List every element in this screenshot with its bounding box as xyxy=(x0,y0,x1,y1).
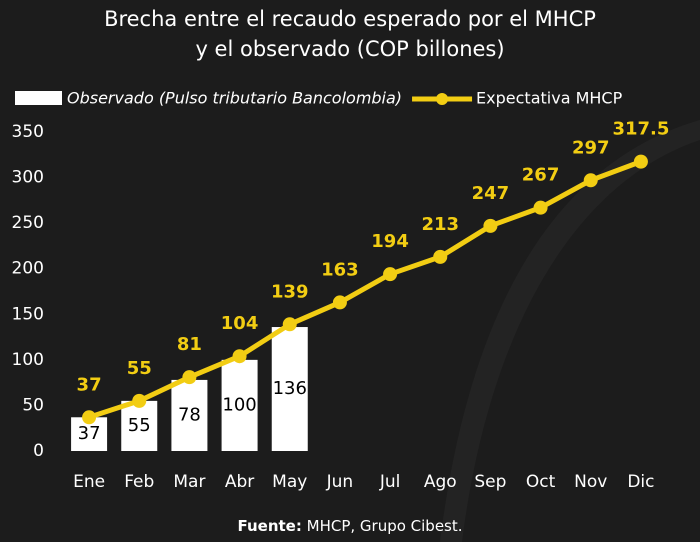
bar-value-label: 136 xyxy=(273,378,307,399)
line-marker xyxy=(332,295,347,310)
source-label: Fuente: xyxy=(237,517,301,535)
x-tick-label: Ene xyxy=(73,472,105,492)
line-value-label: 37 xyxy=(77,374,102,395)
x-tick-label: Ago xyxy=(424,472,457,492)
line-marker xyxy=(533,200,548,215)
line-marker xyxy=(232,349,247,364)
x-tick-label: Sep xyxy=(474,472,506,492)
line-marker xyxy=(132,393,147,408)
chart-title: y el observado (COP billones) xyxy=(195,37,504,61)
line-value-label: 55 xyxy=(127,358,152,379)
legend-swatch xyxy=(15,91,62,105)
legend-label: Observado (Pulso tributario Bancolombia) xyxy=(67,89,402,108)
line xyxy=(88,159,642,420)
line-value-label: 81 xyxy=(177,334,202,355)
line-marker xyxy=(583,173,598,188)
x-tick-label: Jul xyxy=(379,472,401,492)
y-tick-label: 200 xyxy=(12,259,44,279)
decor xyxy=(440,120,700,542)
x-tick-label: Mar xyxy=(173,472,205,492)
y-tick-label: 300 xyxy=(12,168,44,188)
line-value-label: 297 xyxy=(572,137,610,158)
x-tick-label: Jun xyxy=(326,472,354,492)
line-value-label: 139 xyxy=(271,281,309,302)
line-marker xyxy=(633,154,648,169)
y-tick-label: 50 xyxy=(22,395,44,415)
line-marker xyxy=(433,249,448,264)
x-tick-label: Dic xyxy=(627,472,654,492)
legend-marker xyxy=(436,93,449,105)
bar xyxy=(171,379,208,451)
line-value-label: 163 xyxy=(321,259,359,280)
bar-value-label: 37 xyxy=(78,423,101,444)
x-tick-label: Feb xyxy=(124,472,154,492)
line-value-label: 194 xyxy=(371,231,409,252)
line-value-label: 104 xyxy=(221,313,259,334)
x-tick-label: Oct xyxy=(526,472,556,492)
x-tick-label: Nov xyxy=(574,472,607,492)
bar-value-label: 55 xyxy=(128,415,151,436)
bar-value-label: 100 xyxy=(222,394,256,415)
line-value-label: 267 xyxy=(522,165,560,186)
bar xyxy=(121,400,158,451)
line-value-label: 247 xyxy=(472,183,510,204)
x-tick-label: May xyxy=(272,472,307,492)
source-text: MHCP, Grupo Cibest. xyxy=(307,517,463,535)
chart-title: Brecha entre el recaudo esperado por el … xyxy=(104,7,596,31)
y-tick-label: 150 xyxy=(12,304,44,324)
line-value-label: 213 xyxy=(421,214,459,235)
line-marker xyxy=(282,317,297,332)
source: Fuente: MHCP, Grupo Cibest. xyxy=(237,517,462,535)
x-tick-label: Abr xyxy=(225,472,254,492)
bar xyxy=(271,327,308,451)
line-marker xyxy=(82,410,97,425)
y-tick-label: 100 xyxy=(12,350,44,370)
line-marker xyxy=(483,218,498,233)
legend-label: Expectativa MHCP xyxy=(476,89,623,108)
bar-value-label: 78 xyxy=(178,404,201,425)
line-marker xyxy=(383,267,398,282)
y-tick-label: 250 xyxy=(12,213,44,233)
line-marker xyxy=(182,370,197,385)
bar xyxy=(221,359,258,451)
y-tick-label: 350 xyxy=(12,122,44,142)
line-value-label: 317.5 xyxy=(612,119,669,140)
y-tick-label: 0 xyxy=(33,441,44,461)
